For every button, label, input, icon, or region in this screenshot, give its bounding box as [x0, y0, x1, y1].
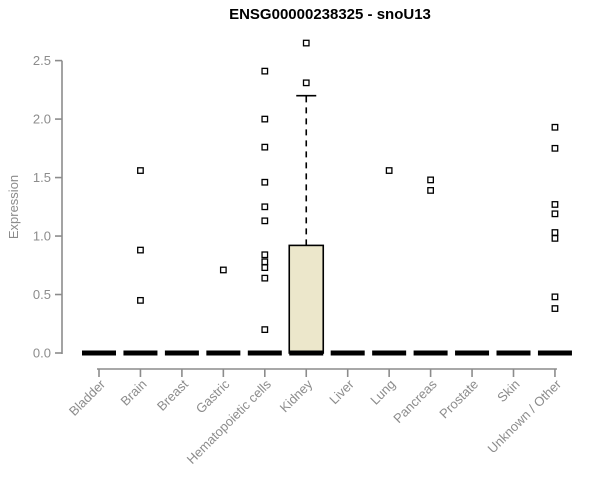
outlier-point: [261, 67, 269, 75]
outlier-point: [261, 274, 269, 282]
outlier-point: [261, 217, 269, 225]
median-line: [330, 350, 365, 356]
outlier-point: [551, 293, 559, 301]
x-tick-label: Bladder: [66, 376, 109, 419]
median-line: [82, 350, 116, 356]
x-tick-label: Kidney: [277, 376, 316, 415]
y-tick-label: 1.0: [33, 229, 51, 244]
outlier-point: [137, 167, 144, 174]
x-tick-label: Lung: [367, 377, 398, 408]
median-line: [455, 350, 490, 356]
outlier-point: [427, 176, 435, 184]
median-line: [289, 350, 324, 356]
x-tick-label: Pancreas: [390, 376, 440, 426]
median-line: [537, 350, 572, 356]
median-line: [496, 350, 531, 356]
x-tick-label: Breast: [154, 376, 191, 413]
outlier-point: [261, 264, 269, 272]
x-tick-label: Unknown / Other: [484, 376, 564, 456]
outlier-point: [551, 229, 559, 236]
outlier-point: [219, 266, 227, 274]
median-line: [413, 350, 448, 356]
outlier-point: [385, 167, 393, 174]
y-tick-label: 2.5: [33, 53, 51, 68]
outlier-point: [261, 115, 269, 123]
y-tick-label: 0.0: [33, 346, 51, 361]
outlier-point: [302, 79, 310, 87]
outlier-point: [551, 123, 559, 131]
outlier-point: [261, 143, 269, 151]
x-tick-label: Prostate: [436, 377, 481, 422]
outlier-point: [551, 305, 559, 312]
outlier-point: [261, 258, 269, 266]
outlier-point: [137, 296, 144, 304]
x-tick-label: Brain: [117, 377, 149, 409]
median-line: [247, 350, 282, 356]
box: [288, 244, 325, 354]
median-line: [372, 350, 407, 356]
outlier-point: [551, 234, 559, 242]
outlier-point: [551, 201, 559, 208]
chart-title: ENSG00000238325 - snoU13: [229, 6, 431, 23]
outlier-point: [551, 144, 559, 152]
outlier-point: [427, 187, 435, 194]
outlier-point: [261, 178, 269, 186]
median-line: [206, 350, 241, 356]
x-tick-label: Gastric: [193, 376, 233, 416]
median-line: [123, 350, 158, 356]
y-tick-label: 1.5: [33, 170, 51, 185]
median-line: [164, 350, 199, 356]
outlier-point: [261, 203, 269, 211]
y-tick-label: 0.5: [33, 287, 51, 302]
outlier-point: [137, 246, 144, 254]
outlier-point: [261, 326, 269, 334]
outlier-point: [551, 210, 559, 218]
outlier-point: [261, 251, 269, 259]
x-tick-label: Skin: [494, 377, 522, 405]
outlier-point: [302, 39, 310, 47]
x-tick-label: Liver: [326, 376, 357, 407]
y-tick-label: 2.0: [33, 112, 51, 127]
